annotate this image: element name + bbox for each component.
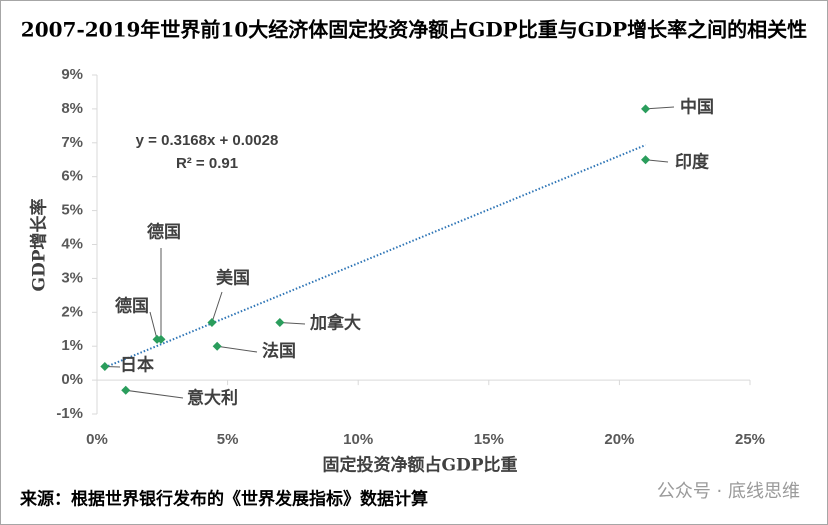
y-tick-label: 1% — [61, 337, 83, 354]
y-axis-title: GDP增长率 — [29, 198, 50, 291]
x-tick-label: 25% — [735, 431, 765, 448]
trendline — [104, 144, 646, 369]
leader-line — [211, 291, 223, 323]
y-tick-label: 2% — [61, 303, 83, 320]
point-label: 印度 — [675, 152, 710, 173]
point — [156, 334, 166, 344]
leader-line — [125, 389, 184, 399]
point — [100, 362, 110, 372]
point — [121, 385, 131, 395]
point-label: 法国 — [262, 341, 296, 362]
x-tick-label: 20% — [604, 431, 634, 448]
point-label: 德国 — [147, 222, 181, 243]
chart-title: 2007-2019年世界前10大经济体固定投资净额占GDP比重与GDP增长率之间… — [21, 18, 807, 42]
point-label: 中国 — [680, 97, 714, 118]
y-tick-label: 4% — [61, 235, 83, 252]
point-label: 德国 — [115, 296, 149, 317]
trend-r2: R² = 0.91 — [176, 155, 238, 172]
point-label: 加拿大 — [309, 313, 361, 334]
point — [641, 155, 651, 165]
trend-equation: y = 0.3168x + 0.0028 — [136, 132, 279, 149]
watermark: 公众号 · 底线思维 — [657, 481, 800, 502]
point — [641, 104, 651, 114]
source-note: 来源：根据世界银行发布的《世界发展指标》数据计算 — [19, 489, 428, 510]
point — [207, 317, 217, 327]
point-label: 日本 — [120, 355, 154, 376]
y-tick-label: 7% — [61, 134, 83, 151]
point — [275, 317, 285, 327]
y-tick-label: 5% — [61, 202, 83, 219]
x-tick-label: 5% — [217, 431, 239, 448]
point — [212, 341, 222, 351]
leader-line — [645, 106, 675, 110]
point-label: 美国 — [216, 268, 250, 289]
y-tick-label: 9% — [61, 66, 83, 83]
y-tick-label: 6% — [61, 168, 83, 185]
y-tick-label: -1% — [56, 405, 83, 422]
y-tick-label: 8% — [61, 100, 83, 117]
point-label: 意大利 — [187, 388, 238, 409]
x-tick-label: 0% — [86, 431, 108, 448]
x-axis-title: 固定投资净额占GDP比重 — [322, 455, 517, 476]
leader-line — [217, 345, 258, 353]
x-tick-label: 10% — [343, 431, 373, 448]
x-tick-label: 15% — [474, 431, 504, 448]
y-tick-label: 3% — [61, 269, 83, 286]
y-tick-label: 0% — [61, 371, 83, 388]
leader-line — [149, 311, 158, 340]
